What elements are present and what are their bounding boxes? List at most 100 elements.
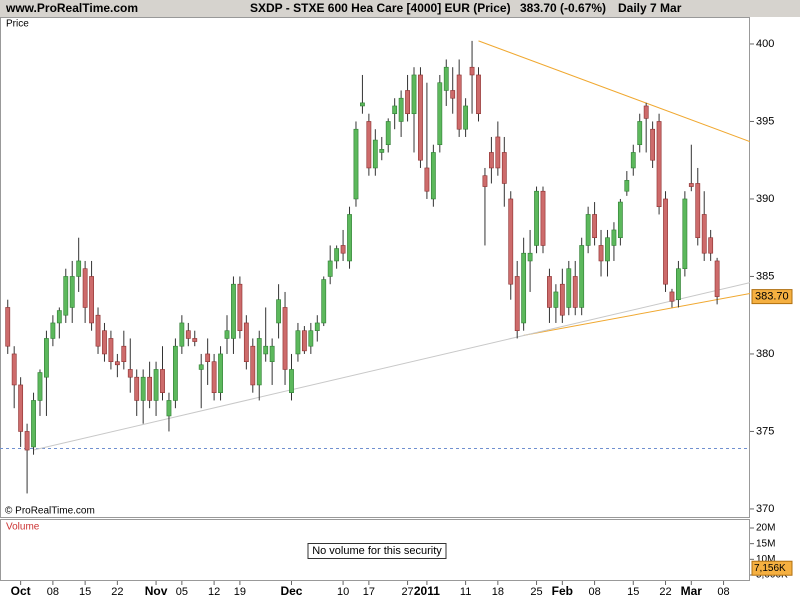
candle-body: [347, 214, 352, 262]
candle-body: [456, 74, 462, 130]
candle-body: [437, 82, 443, 146]
x-tick-label: 17: [363, 586, 375, 598]
candle-body: [527, 252, 533, 262]
x-tick-label: 15: [627, 586, 639, 598]
candle-body: [572, 276, 578, 308]
candle-body: [69, 276, 75, 308]
candle-body: [708, 237, 714, 254]
price-panel: [0, 17, 750, 518]
candle-body: [44, 338, 49, 378]
candle-body: [418, 74, 423, 161]
candle-body: [127, 369, 133, 378]
candle-body: [5, 307, 11, 347]
candle-body: [18, 384, 24, 432]
candle-body: [379, 149, 385, 153]
candle-body: [398, 97, 404, 122]
candle-body: [95, 314, 101, 347]
candle-body: [314, 322, 320, 332]
candle-body: [501, 152, 507, 184]
x-tick-label: 08: [717, 586, 729, 598]
x-tick-label: 11: [460, 586, 471, 598]
candle-body: [411, 74, 417, 115]
copyright: © ProRealTime.com: [5, 506, 95, 517]
candle-body: [179, 322, 185, 347]
x-tick-label: Mar: [681, 584, 703, 598]
panel-label: Price: [6, 19, 29, 30]
candle-body: [301, 330, 307, 352]
candle-body: [250, 345, 256, 386]
candle-body: [108, 338, 114, 362]
candle-body: [231, 283, 236, 339]
candle-body: [37, 372, 43, 401]
volume-last-box: [751, 560, 793, 576]
candle-body: [688, 183, 694, 187]
last-price-label: 383.70: [755, 291, 789, 303]
candle-body: [353, 128, 359, 200]
header-bar: [0, 0, 800, 17]
plot-area: [0, 40, 750, 494]
candle-body: [579, 245, 585, 308]
candle-body: [450, 90, 456, 99]
candle-body: [24, 431, 30, 451]
volume-y-tick-label: 10M: [756, 554, 775, 565]
candle-body: [643, 105, 649, 119]
candle-body: [547, 276, 552, 308]
x-tick-label: 19: [234, 586, 246, 598]
candle-body: [682, 198, 688, 270]
candle-body: [31, 400, 36, 448]
last-price-box: [751, 289, 793, 305]
candle-body: [276, 299, 281, 324]
candle-body: [121, 345, 127, 362]
candle-body: [134, 376, 140, 401]
x-tick-label: 15: [79, 586, 91, 598]
x-tick-label: 08: [588, 586, 600, 598]
candle-body: [205, 353, 211, 362]
trend-line: [33, 282, 750, 451]
candle-body: [630, 152, 636, 169]
candle-body: [424, 167, 430, 192]
candle-body: [140, 376, 146, 401]
x-tick-label: 08: [47, 586, 59, 598]
candle-body: [166, 400, 172, 417]
candle-body: [592, 214, 597, 239]
candle-body: [463, 105, 469, 130]
candle-body: [514, 276, 520, 332]
candle-body: [650, 128, 656, 161]
candle-body: [198, 364, 204, 370]
candle-body: [269, 345, 275, 362]
candle-body: [289, 369, 294, 393]
candle-body: [160, 369, 165, 393]
x-tick-label: 10: [337, 586, 349, 598]
x-tick-label: Oct: [11, 584, 31, 598]
last-change: 383.70 (-0.67%): [520, 1, 606, 15]
candle-body: [211, 361, 217, 393]
candle-body: [295, 330, 301, 355]
x-tick-label: 2011: [414, 584, 440, 598]
x-tick-label: Feb: [552, 584, 573, 598]
candle-body: [469, 66, 475, 76]
y-tick-label: 385: [756, 270, 774, 282]
x-tick-label: 05: [176, 586, 188, 598]
candle-body: [334, 248, 340, 262]
candle-body: [392, 105, 398, 115]
x-tick-label: 27: [401, 586, 413, 598]
candle-body: [663, 198, 668, 285]
volume-panel: [0, 519, 750, 581]
candle-body: [282, 307, 288, 370]
volume-y-tick-label: 15M: [756, 538, 775, 549]
candle-body: [443, 66, 449, 91]
candle-body: [669, 291, 675, 302]
x-tick-label: Nov: [145, 584, 168, 598]
candle-body: [617, 201, 623, 239]
candle-body: [114, 361, 120, 366]
candle-body: [82, 268, 88, 308]
candle-body: [237, 283, 243, 332]
candle-body: [366, 121, 372, 169]
candle-body: [185, 330, 191, 339]
candle-body: [308, 330, 314, 347]
candle-body: [405, 90, 410, 115]
candle-body: [598, 245, 604, 262]
candle-body: [321, 279, 327, 324]
x-tick-label: 22: [111, 586, 123, 598]
trend-line: [523, 293, 750, 336]
